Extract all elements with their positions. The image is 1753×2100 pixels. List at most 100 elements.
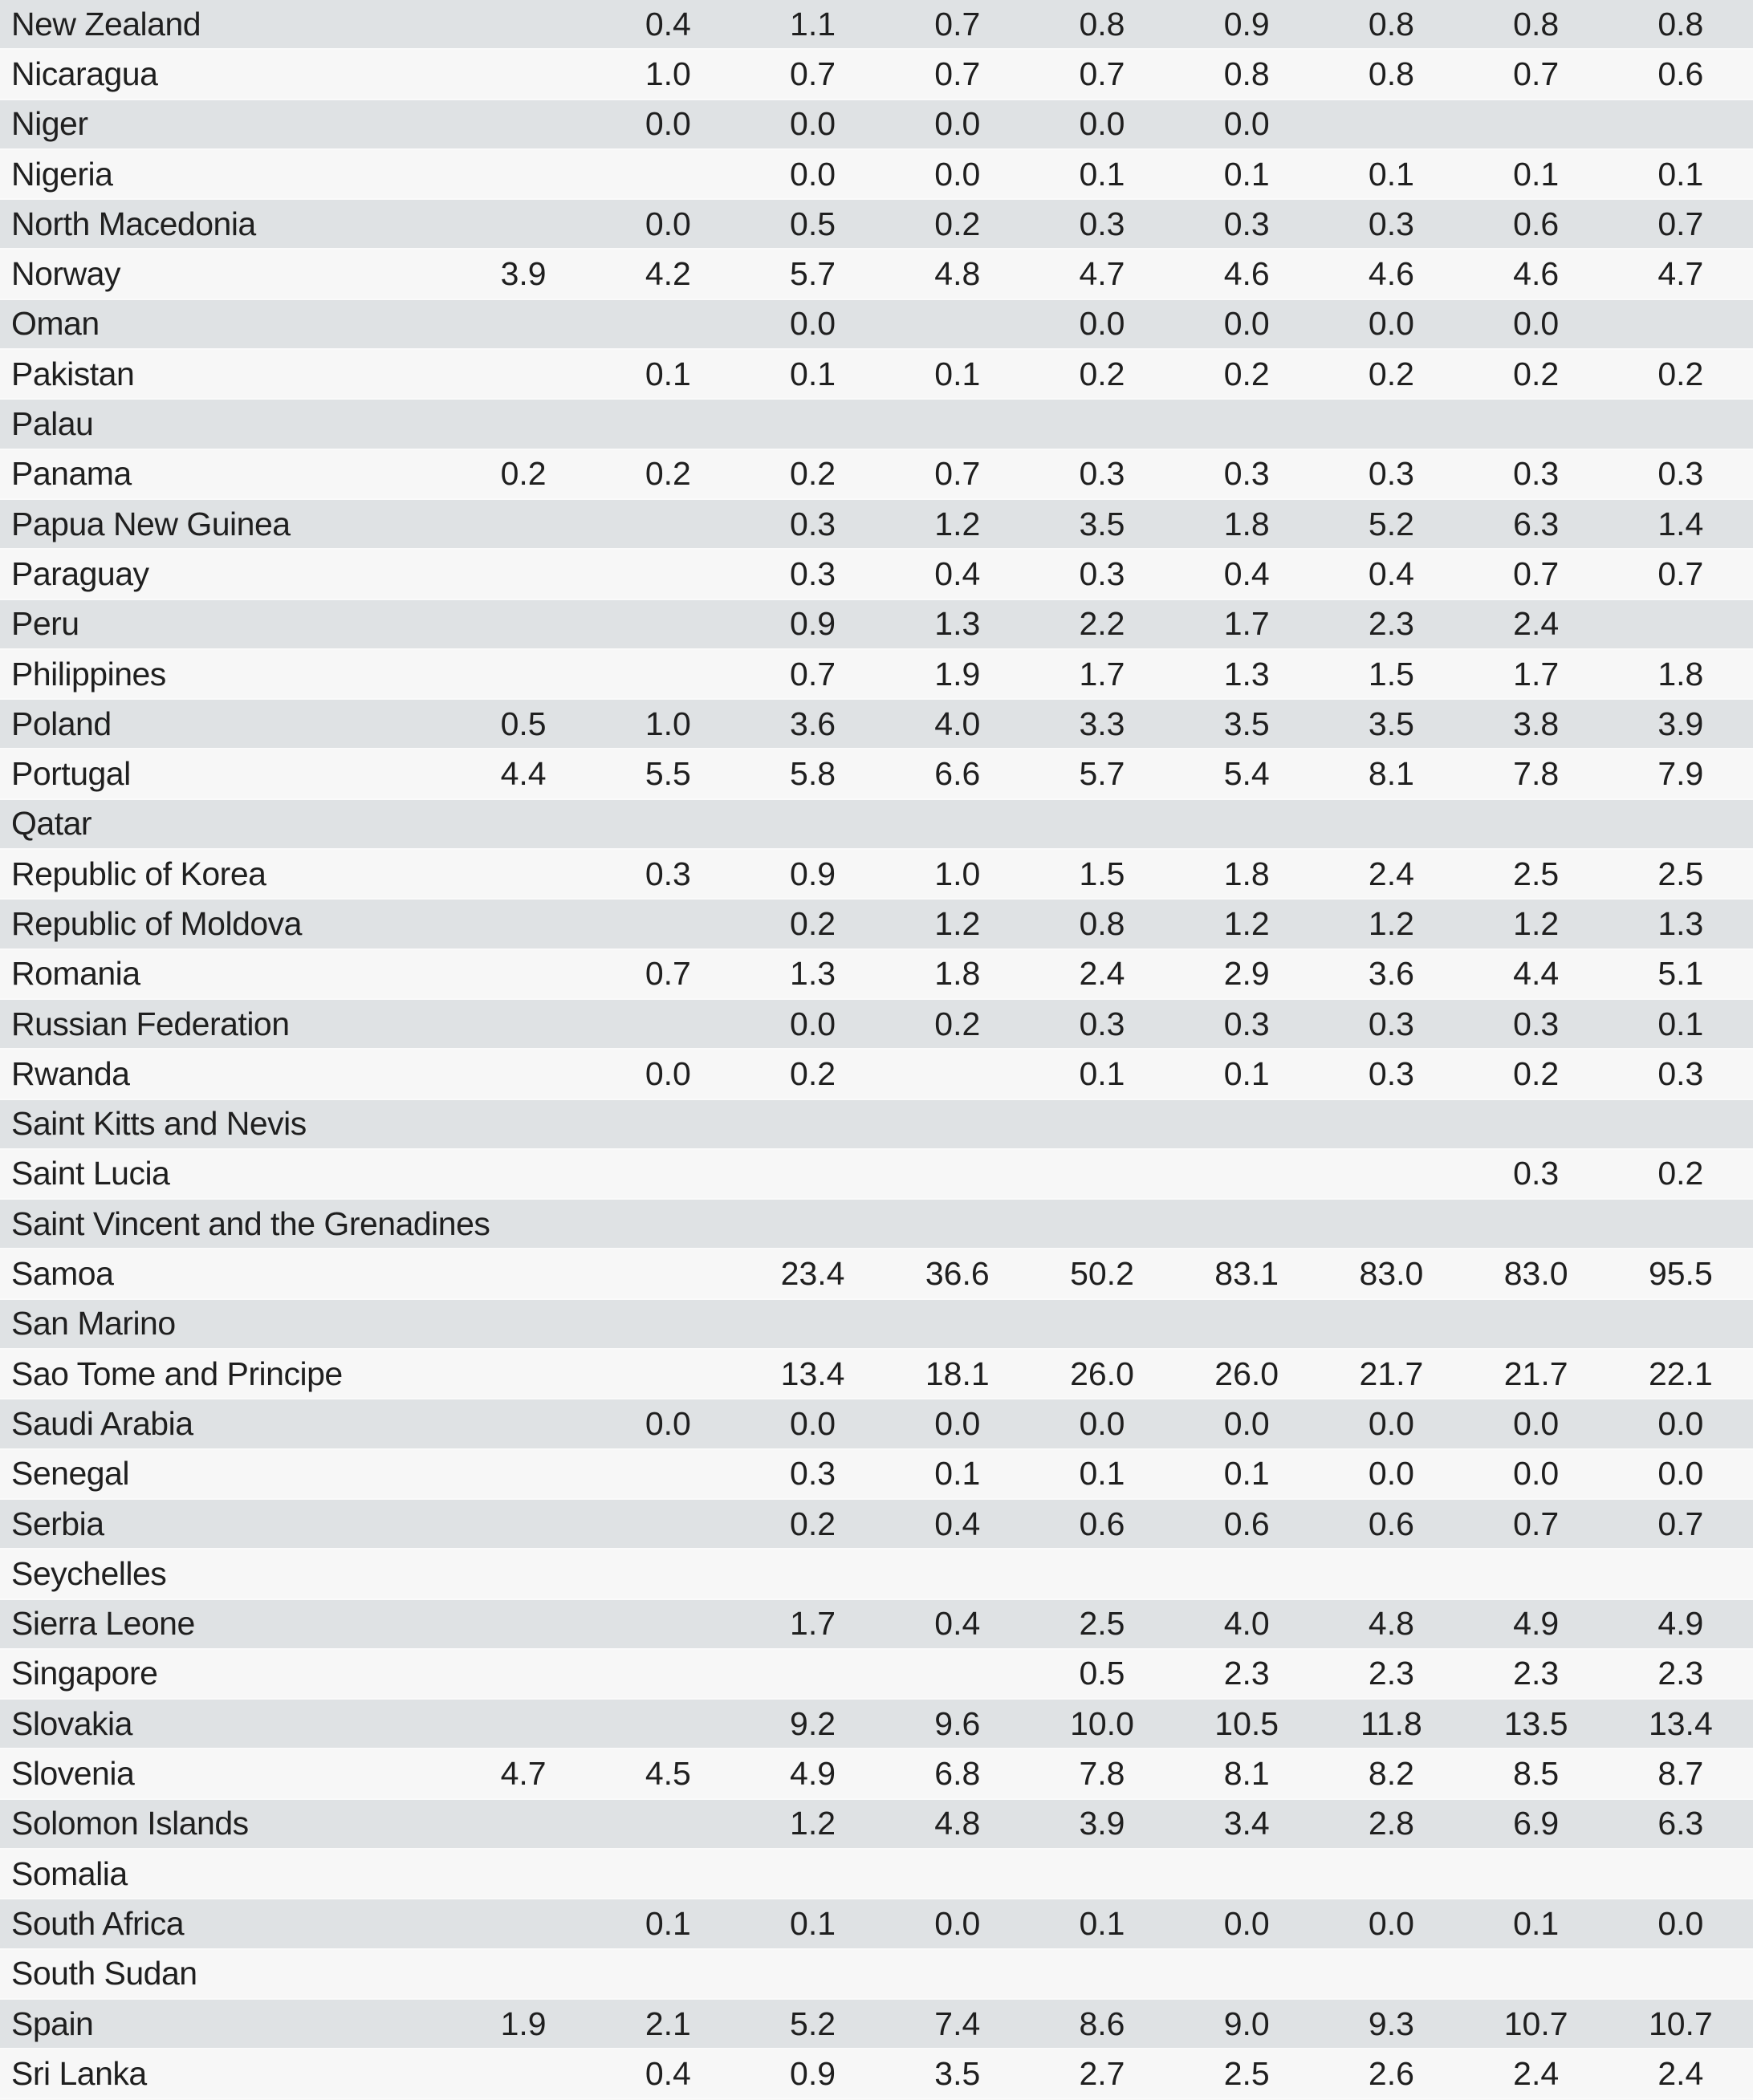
value-cell: 0.1 xyxy=(645,355,691,392)
value-cell: 0.4 xyxy=(1223,554,1270,592)
value-cell: 0.1 xyxy=(934,1455,981,1493)
value-cell: 6.3 xyxy=(1513,505,1560,542)
table-row: Solomon Islands 1.2 4.8 3.9 3.4 2.8 6.9 6.3 xyxy=(0,1799,1753,1850)
table-row: Spain 1.9 2.1 5.2 7.4 8.6 9.0 9.3 10.7 10.7 xyxy=(0,1999,1753,2050)
value-cell: 13.4 xyxy=(1648,1704,1713,1742)
value-cell: 8.5 xyxy=(1513,1755,1560,1793)
value-cell: 3.9 xyxy=(1657,705,1704,742)
value-cell: 22.1 xyxy=(1648,1355,1713,1392)
value-cell: 3.3 xyxy=(1079,705,1125,742)
country-name: Papua New Guinea xyxy=(11,505,291,542)
value-cell: 2.5 xyxy=(1657,855,1704,892)
value-cell: 9.6 xyxy=(934,1704,981,1742)
value-cell: 3.5 xyxy=(934,2054,981,2092)
value-cell: 0.6 xyxy=(1368,1505,1414,1542)
table-row: Saint Lucia 0.3 0.2 xyxy=(0,1149,1753,1200)
value-cell: 95.5 xyxy=(1648,1255,1713,1293)
value-cell: 0.3 xyxy=(1223,1005,1270,1042)
value-cell: 0.0 xyxy=(1368,305,1414,343)
value-cell: 7.4 xyxy=(934,2005,981,2042)
value-cell: 0.0 xyxy=(1368,1904,1414,1942)
country-name: Sao Tome and Principe xyxy=(11,1355,343,1392)
value-cell: 1.4 xyxy=(1657,505,1704,542)
value-cell: 3.6 xyxy=(1368,955,1414,993)
value-cell: 2.4 xyxy=(1513,2054,1560,2092)
value-cell: 0.8 xyxy=(1223,55,1270,92)
value-cell: 5.7 xyxy=(1079,755,1125,793)
table-row: Republic of Korea 0.3 0.9 1.0 1.5 1.8 2.4 2.5 2.… xyxy=(0,850,1753,900)
value-cell: 1.3 xyxy=(790,955,836,993)
value-cell: 4.5 xyxy=(645,1755,691,1793)
value-cell: 5.7 xyxy=(790,255,836,293)
value-cell: 7.8 xyxy=(1513,755,1560,793)
value-cell: 0.5 xyxy=(1079,1655,1125,1692)
value-cell: 0.1 xyxy=(1223,1455,1270,1493)
table-row: Norway 3.9 4.2 5.7 4.8 4.7 4.6 4.6 4.6 4.7 xyxy=(0,250,1753,300)
value-cell: 3.9 xyxy=(500,255,547,293)
value-cell: 0.0 xyxy=(1368,1404,1414,1442)
value-cell: 0.2 xyxy=(645,455,691,493)
value-cell: 0.3 xyxy=(1368,1054,1414,1092)
table-row: Nicaragua 1.0 0.7 0.7 0.7 0.8 0.8 0.7 0.6 xyxy=(0,50,1753,100)
country-name: San Marino xyxy=(11,1305,176,1342)
value-cell: 0.7 xyxy=(1079,55,1125,92)
value-cell: 2.3 xyxy=(1368,605,1414,643)
value-cell: 4.7 xyxy=(500,1755,547,1793)
value-cell: 0.0 xyxy=(645,1054,691,1092)
value-cell: 23.4 xyxy=(780,1255,845,1293)
value-cell: 0.2 xyxy=(934,1005,981,1042)
value-cell: 0.1 xyxy=(790,1904,836,1942)
value-cell: 0.0 xyxy=(790,155,836,193)
value-cell: 5.2 xyxy=(1368,505,1414,542)
value-cell: 3.5 xyxy=(1079,505,1125,542)
value-cell: 3.4 xyxy=(1223,1805,1270,1842)
value-cell: 0.2 xyxy=(500,455,547,493)
value-cell: 1.7 xyxy=(1079,655,1125,693)
value-cell: 4.0 xyxy=(1223,1605,1270,1643)
value-cell: 0.2 xyxy=(790,1054,836,1092)
value-cell: 0.3 xyxy=(1513,1005,1560,1042)
value-cell: 2.8 xyxy=(1368,1805,1414,1842)
country-name: Slovenia xyxy=(11,1755,135,1793)
value-cell: 0.3 xyxy=(1513,1155,1560,1192)
value-cell: 0.5 xyxy=(500,705,547,742)
value-cell: 26.0 xyxy=(1214,1355,1279,1392)
value-cell: 8.1 xyxy=(1368,755,1414,793)
value-cell: 0.0 xyxy=(1223,305,1270,343)
value-cell: 0.2 xyxy=(1223,355,1270,392)
table-row: Sri Lanka 0.4 0.9 3.5 2.7 2.5 2.6 2.4 2.4 xyxy=(0,2049,1753,2100)
value-cell: 0.9 xyxy=(790,2054,836,2092)
value-cell: 4.6 xyxy=(1223,255,1270,293)
value-cell: 1.3 xyxy=(1223,655,1270,693)
country-name: Qatar xyxy=(11,805,92,843)
value-cell: 0.0 xyxy=(645,105,691,143)
country-name: Serbia xyxy=(11,1505,104,1542)
country-name: Oman xyxy=(11,305,100,343)
country-name: Portugal xyxy=(11,755,131,793)
value-cell: 0.1 xyxy=(1657,1005,1704,1042)
value-cell: 1.7 xyxy=(790,1605,836,1643)
table-row: Slovakia 9.2 9.6 10.0 10.5 11.8 13.5 13.4 xyxy=(0,1700,1753,1750)
value-cell: 0.8 xyxy=(1513,5,1560,43)
value-cell: 0.7 xyxy=(934,5,981,43)
value-cell: 1.8 xyxy=(1657,655,1704,693)
value-cell: 1.2 xyxy=(790,1805,836,1842)
table-row: Papua New Guinea 0.3 1.2 3.5 1.8 5.2 6.3 1.4 xyxy=(0,499,1753,550)
value-cell: 0.7 xyxy=(1513,554,1560,592)
value-cell: 0.6 xyxy=(1079,1505,1125,1542)
value-cell: 0.8 xyxy=(1368,5,1414,43)
country-name: Slovakia xyxy=(11,1704,132,1742)
table-row: Saint Kitts and Nevis xyxy=(0,1099,1753,1150)
value-cell: 6.8 xyxy=(934,1755,981,1793)
value-cell: 50.2 xyxy=(1070,1255,1134,1293)
table-row: Palau xyxy=(0,400,1753,450)
value-cell: 0.1 xyxy=(934,355,981,392)
value-cell: 4.2 xyxy=(645,255,691,293)
table-row: Oman 0.0 0.0 0.0 0.0 0.0 xyxy=(0,299,1753,351)
value-cell: 4.4 xyxy=(1513,955,1560,993)
country-name: Russian Federation xyxy=(11,1005,290,1042)
value-cell: 0.0 xyxy=(1223,105,1270,143)
value-cell: 2.5 xyxy=(1079,1605,1125,1643)
value-cell: 1.5 xyxy=(1368,655,1414,693)
value-cell: 0.3 xyxy=(1657,1054,1704,1092)
